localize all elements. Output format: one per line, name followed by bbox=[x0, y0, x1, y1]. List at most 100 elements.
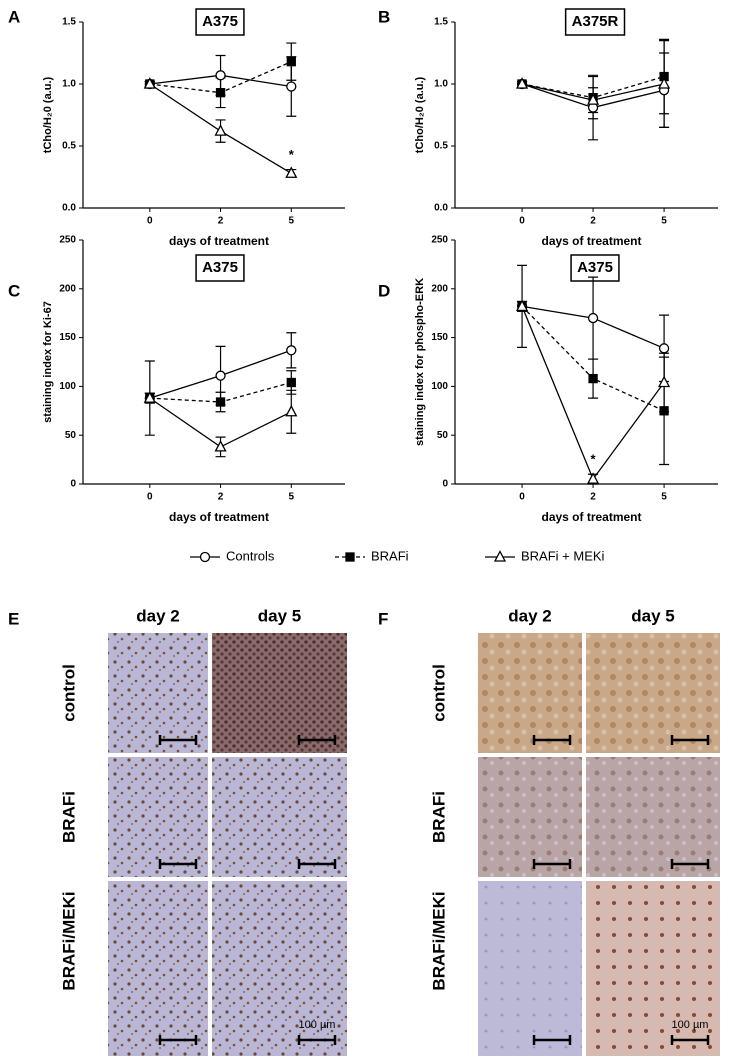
scale-bar bbox=[158, 1035, 198, 1045]
row-label: BRAFi/MEKi bbox=[59, 891, 78, 990]
column-label: day 2 bbox=[508, 606, 551, 625]
y-tick-label: 0.0 bbox=[62, 203, 76, 214]
y-axis-label: tCho/H₂0 (a.u.) bbox=[414, 76, 426, 153]
y-tick-label: 1.5 bbox=[62, 17, 76, 28]
row-label: control bbox=[59, 664, 78, 722]
scale-bar bbox=[297, 1035, 337, 1045]
x-tick-label: 2 bbox=[218, 492, 224, 503]
row-label: BRAFi bbox=[429, 791, 448, 843]
x-tick-label: 2 bbox=[218, 216, 224, 227]
marker bbox=[586, 93, 600, 105]
y-tick-label: 0.0 bbox=[434, 203, 448, 214]
marker bbox=[658, 343, 670, 354]
histology-image bbox=[478, 633, 582, 753]
scale-label: 100 µm bbox=[672, 1019, 709, 1031]
histology-image bbox=[108, 757, 208, 877]
y-tick-label: 150 bbox=[59, 332, 76, 343]
histology-image bbox=[212, 757, 347, 877]
histology-image bbox=[478, 757, 582, 877]
marker bbox=[143, 391, 156, 403]
y-tick-label: 0 bbox=[442, 479, 448, 490]
histology-image bbox=[586, 881, 720, 1056]
y-tick-label: 250 bbox=[59, 235, 76, 246]
title-box bbox=[564, 8, 626, 36]
y-tick-label: 50 bbox=[65, 430, 77, 441]
histology-image bbox=[478, 881, 582, 1056]
y-tick-label: 100 bbox=[431, 381, 448, 392]
x-tick-label: 5 bbox=[289, 492, 295, 503]
marker bbox=[285, 404, 298, 417]
legend-label: BRAFi bbox=[371, 548, 409, 563]
x-tick-label: 5 bbox=[289, 216, 295, 227]
column-label: day 5 bbox=[631, 606, 674, 625]
y-tick-label: 1.0 bbox=[62, 79, 76, 90]
marker bbox=[286, 57, 296, 67]
legend-marker bbox=[345, 552, 355, 562]
histology-image bbox=[212, 633, 347, 753]
legend-marker bbox=[199, 551, 211, 563]
y-tick-label: 0.5 bbox=[434, 141, 448, 152]
x-tick-label: 2 bbox=[590, 216, 596, 227]
column-label: day 2 bbox=[136, 606, 179, 625]
x-axis-label: days of treatment bbox=[169, 234, 269, 248]
marker bbox=[658, 375, 671, 388]
x-axis-label: days of treatment bbox=[541, 234, 641, 248]
scale-bar bbox=[532, 735, 572, 745]
scale-bar bbox=[670, 735, 710, 745]
y-axis-label: staining index for Ki-67 bbox=[42, 301, 54, 423]
panel-letter: E bbox=[8, 609, 19, 628]
marker bbox=[285, 166, 298, 178]
marker bbox=[215, 88, 226, 98]
row-label: BRAFi/MEKi bbox=[429, 891, 448, 990]
panel-letter: D bbox=[378, 281, 390, 300]
panel-letter: A bbox=[8, 7, 20, 26]
y-tick-label: 0 bbox=[70, 479, 76, 490]
histology-image bbox=[212, 881, 347, 1056]
y-tick-label: 200 bbox=[59, 283, 76, 294]
y-tick-label: 1.5 bbox=[434, 17, 448, 28]
marker bbox=[215, 397, 226, 407]
x-tick-label: 5 bbox=[661, 492, 667, 503]
marker bbox=[586, 472, 600, 484]
marker bbox=[215, 70, 226, 81]
scale-bar bbox=[670, 859, 710, 869]
y-tick-label: 100 bbox=[59, 381, 76, 392]
marker bbox=[659, 406, 669, 416]
marker bbox=[214, 124, 227, 136]
marker bbox=[515, 77, 529, 89]
scale-bar bbox=[532, 859, 572, 869]
legend-label: BRAFi + MEKi bbox=[521, 548, 605, 563]
row-label: control bbox=[429, 664, 448, 722]
chart-title: A375 bbox=[202, 13, 238, 30]
title-box bbox=[195, 8, 245, 36]
x-tick-label: 0 bbox=[147, 492, 153, 503]
chart-title: A375 bbox=[202, 259, 238, 276]
legend-marker bbox=[493, 550, 507, 562]
x-axis-label: days of treatment bbox=[169, 510, 269, 524]
panel-letter: F bbox=[378, 609, 388, 628]
y-tick-label: 200 bbox=[431, 283, 448, 294]
column-label: day 5 bbox=[258, 606, 301, 625]
histology-image bbox=[108, 633, 208, 753]
legend-label: Controls bbox=[226, 548, 275, 563]
marker bbox=[214, 440, 227, 452]
annotation: * bbox=[289, 147, 295, 162]
title-box bbox=[195, 254, 245, 282]
marker bbox=[286, 345, 297, 356]
y-tick-label: 50 bbox=[437, 430, 449, 441]
scale-bar bbox=[297, 859, 337, 869]
chart-title: A375R bbox=[572, 13, 619, 30]
x-axis-label: days of treatment bbox=[541, 510, 641, 524]
x-tick-label: 5 bbox=[661, 216, 667, 227]
marker bbox=[286, 81, 297, 92]
histology-image bbox=[108, 881, 208, 1056]
marker bbox=[286, 377, 296, 388]
y-tick-label: 250 bbox=[431, 235, 448, 246]
x-tick-label: 0 bbox=[519, 216, 525, 227]
marker bbox=[215, 370, 226, 381]
x-tick-label: 2 bbox=[590, 492, 596, 503]
row-label: BRAFi bbox=[59, 791, 78, 843]
scale-bar bbox=[158, 735, 198, 745]
marker bbox=[515, 299, 529, 312]
